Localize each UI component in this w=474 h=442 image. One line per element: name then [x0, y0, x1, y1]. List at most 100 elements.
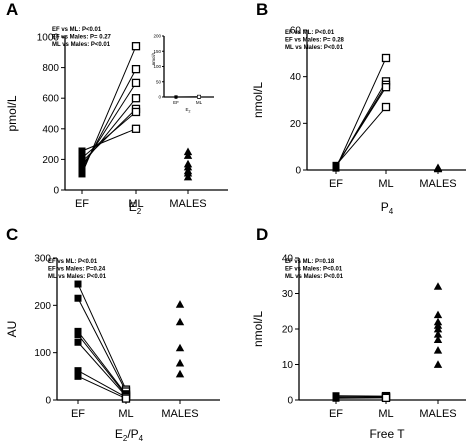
stat-line: EF vs ML: P<0.01	[48, 259, 98, 265]
y-axis-label: nmol/L	[251, 82, 265, 118]
pair-line	[335, 57, 387, 169]
stat-line: EF vs ML: P<0.01	[52, 27, 102, 33]
x-tick-label: MALES	[161, 408, 198, 420]
males-point	[175, 369, 185, 378]
pair-line	[77, 334, 127, 396]
pair-line	[77, 331, 127, 395]
x-axis-label-sub2: 4	[139, 434, 144, 442]
ef-point	[74, 331, 82, 339]
y-tick-label: 0	[287, 396, 293, 407]
x-tick-label: EF	[329, 178, 343, 190]
males-point	[433, 335, 443, 344]
ef-point	[74, 294, 82, 302]
inset-ef-point	[174, 95, 178, 99]
pair-line	[81, 128, 137, 152]
y-tick-label: 60	[290, 26, 302, 37]
y-tick-label: 10	[282, 360, 294, 371]
y-tick-label: 1000	[37, 33, 60, 44]
x-axis-label-main: Free T	[369, 427, 405, 441]
inset-x-tick-label: ML	[196, 100, 203, 105]
ef-point	[74, 338, 82, 346]
pair-line	[81, 97, 137, 166]
ef-point	[78, 158, 86, 166]
x-axis-label-main: P	[381, 200, 389, 214]
inset-x-axis-label: E2	[186, 107, 191, 114]
x-axis-label-main: E	[129, 200, 137, 214]
males-point	[433, 163, 443, 172]
x-tick-label: ML	[118, 408, 133, 420]
x-tick-label: ML	[378, 408, 393, 420]
pair-line	[77, 298, 127, 392]
x-axis-label-mid: /P	[127, 427, 138, 441]
inset-x-label-main: E	[186, 107, 189, 112]
x-axis-label-sub: 2	[123, 434, 128, 442]
ef-point	[78, 154, 86, 162]
inset-chart: 0 50 100 150 200 EF ML nmol/L E2	[151, 34, 214, 114]
inset-y-axis-label: nmol/L	[151, 51, 156, 65]
inset-y-tick-label: 50	[156, 79, 162, 84]
ef-point	[74, 280, 82, 288]
ml-point	[131, 94, 141, 103]
ef-point	[74, 372, 82, 380]
y-axis-label: pmol/L	[5, 95, 19, 131]
ef-point	[332, 394, 340, 402]
y-tick-label: 800	[42, 63, 59, 74]
pair-line	[335, 396, 387, 399]
ml-point	[131, 42, 141, 51]
stat-line: EF vs Males: P= 0.28	[285, 38, 345, 44]
stat-line: EF vs ML: P=0.18	[285, 259, 335, 265]
ef-point	[78, 170, 86, 178]
stat-line: ML vs Males: P<0.01	[48, 274, 107, 280]
inset-y-tick-label: 200	[153, 34, 161, 39]
inset-y-tick-label: 100	[153, 64, 161, 69]
males-point	[433, 324, 443, 333]
panel-D: D 0 10 20 30 40 EF ML MALES nmol/L Free T EF vs ML:…	[251, 225, 466, 441]
x-tick-label: MALES	[419, 178, 456, 190]
y-tick-label: 20	[290, 119, 302, 130]
x-tick-label: EF	[75, 198, 89, 210]
y-tick-label: 400	[42, 124, 59, 135]
pair-line	[77, 370, 127, 398]
pair-line	[77, 283, 127, 390]
ml-point	[381, 102, 391, 112]
stat-line: ML vs Males: P<0.01	[285, 274, 344, 280]
panel-letter: D	[256, 225, 268, 244]
x-axis-label-sub: 2	[137, 207, 142, 216]
x-tick-label: ML	[128, 198, 143, 210]
stat-line: ML vs Males: P<0.01	[52, 42, 111, 48]
x-axis-label-sub: 4	[389, 207, 394, 216]
pair-line	[77, 375, 127, 400]
males-point	[433, 360, 443, 368]
stat-line: EF vs Males: P= 0.27	[52, 35, 112, 41]
y-tick-label: 0	[45, 396, 51, 407]
x-tick-label: MALES	[169, 198, 206, 210]
ef-point	[78, 147, 86, 155]
males-point	[175, 343, 185, 352]
males-point	[183, 151, 193, 159]
stat-line: EF vs Males: P<0.01	[285, 267, 343, 273]
y-tick-label: 0	[295, 166, 301, 177]
ef-point	[74, 367, 82, 375]
males-point	[183, 147, 193, 156]
males-point	[433, 282, 443, 290]
pair-line	[335, 86, 387, 167]
males-point	[175, 358, 185, 367]
inset-y-tick-label: 150	[153, 49, 161, 54]
males-point	[433, 346, 443, 354]
y-tick-label: 200	[42, 155, 59, 166]
males-point	[433, 330, 443, 338]
y-tick-label: 30	[282, 289, 294, 300]
pair-line	[77, 341, 127, 397]
y-tick-label: 100	[34, 348, 51, 359]
y-tick-label: 200	[34, 301, 51, 312]
stat-line: EF vs ML: P<0.01	[285, 30, 335, 36]
pair-line	[335, 106, 387, 166]
x-tick-label: EF	[71, 408, 85, 420]
x-axis-label-main: E	[115, 427, 123, 441]
males-point	[183, 159, 193, 168]
ml-point	[381, 53, 391, 63]
panel-letter: C	[6, 225, 18, 244]
panel-C: C 0 100 200 300 EF ML MALES AU E2/P4 EF vs ML: P<0…	[5, 225, 220, 442]
inset-y-tick-label: 0	[158, 95, 161, 100]
